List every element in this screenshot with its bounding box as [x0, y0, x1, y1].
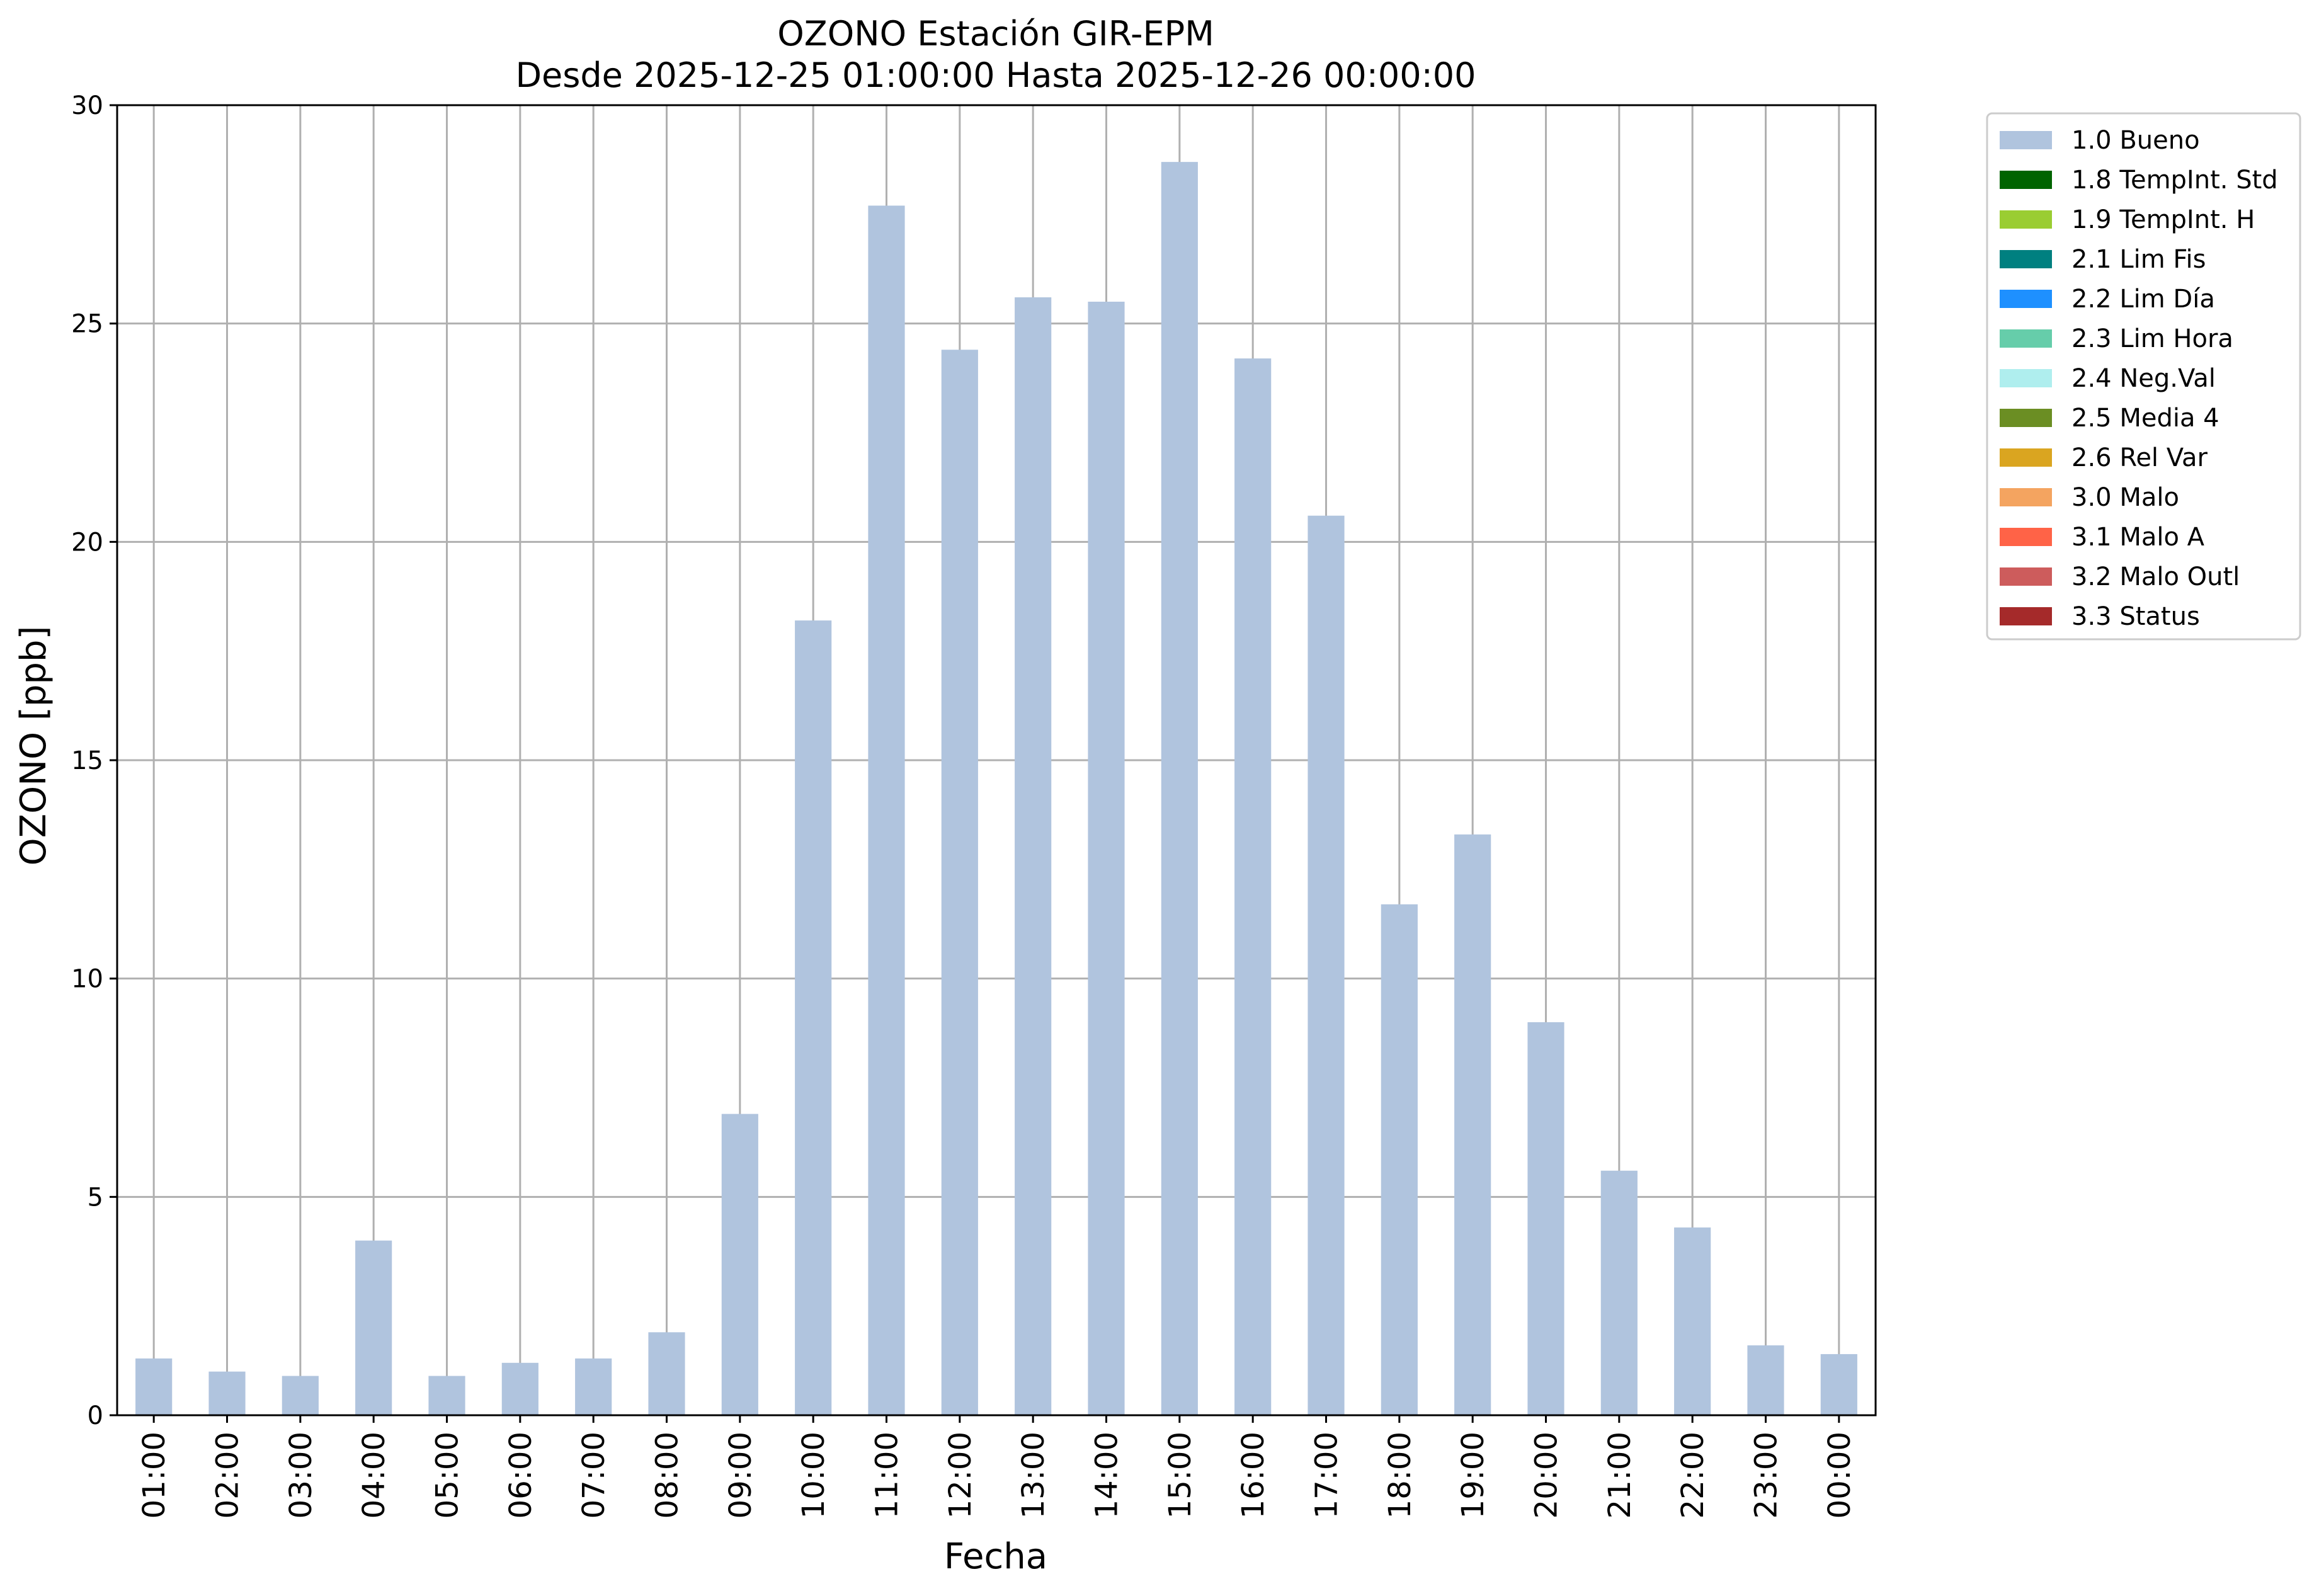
y-tick-label: 30 [71, 91, 103, 120]
x-tick-label: 03:00 [283, 1432, 319, 1519]
y-axis-label: OZONO [ppb] [13, 626, 54, 866]
legend-label: 2.5 Media 4 [2071, 404, 2219, 433]
bar-0600 [501, 1362, 538, 1415]
legend-label: 3.3 Status [2071, 602, 2200, 631]
bar-0500 [428, 1376, 465, 1415]
x-tick-label: 13:00 [1016, 1432, 1051, 1519]
x-tick-label: 06:00 [503, 1432, 538, 1519]
x-tick-label: 16:00 [1236, 1432, 1271, 1519]
bar-2000 [1527, 1022, 1564, 1415]
x-tick-label: 00:00 [1822, 1432, 1857, 1519]
y-tick-labels: 0 5 10 15 20 25 30 [71, 91, 103, 1430]
x-tick-label: 19:00 [1456, 1432, 1491, 1519]
bar-0100 [135, 1358, 173, 1415]
y-tick-label: 10 [71, 965, 103, 994]
bar-1400 [1088, 302, 1125, 1415]
x-tick-label: 20:00 [1529, 1432, 1564, 1519]
legend-label: 2.3 Lim Hora [2071, 324, 2233, 353]
legend-swatch [2000, 528, 2052, 546]
legend-swatch [2000, 567, 2052, 586]
x-tick-labels: 01:00 02:00 03:00 04:00 05:00 06:00 07:00 08:00… [137, 1432, 1857, 1519]
legend-label: 1.9 TempInt. H [2071, 205, 2255, 234]
legend-swatch [2000, 448, 2052, 467]
bar-0900 [721, 1114, 758, 1415]
legend-swatch [2000, 329, 2052, 348]
legend-swatch [2000, 290, 2052, 308]
axes [110, 104, 1877, 1423]
x-tick-label: 09:00 [723, 1432, 758, 1519]
bar-1900 [1454, 834, 1491, 1415]
bar-0300 [282, 1376, 319, 1415]
legend-swatch [2000, 131, 2052, 149]
bar-1700 [1308, 515, 1345, 1415]
plot-frame [116, 104, 1877, 1416]
y-tick-label: 5 [88, 1183, 103, 1212]
bar-0200 [208, 1371, 246, 1415]
x-tick-label: 15:00 [1163, 1432, 1198, 1519]
bar-1800 [1381, 904, 1418, 1415]
legend-label: 2.4 Neg.Val [2071, 364, 2216, 393]
bar-1500 [1161, 162, 1198, 1416]
x-tick-label: 12:00 [943, 1432, 978, 1519]
legend-frame [1986, 112, 2301, 641]
bar-0400 [355, 1240, 392, 1415]
legend-label: 2.1 Lim Fis [2071, 245, 2206, 274]
x-tick-label: 02:00 [210, 1432, 246, 1519]
legend-swatch [2000, 607, 2052, 625]
y-tick-label: 20 [71, 528, 103, 557]
bar-2100 [1600, 1170, 1638, 1415]
legend-label: 2.6 Rel Var [2071, 443, 2208, 472]
bar-1600 [1234, 358, 1272, 1416]
bar-2300 [1747, 1345, 1784, 1415]
legend-label: 1.8 TempInt. Std [2071, 166, 2278, 195]
legend-label: 3.0 Malo [2071, 483, 2179, 512]
x-tick-label: 21:00 [1602, 1432, 1638, 1519]
x-tick-label: 17:00 [1309, 1432, 1345, 1519]
legend-label: 3.1 Malo A [2071, 523, 2205, 552]
legend-label: 1.0 Bueno [2071, 126, 2200, 155]
legend-swatch [2000, 369, 2052, 387]
legend-swatch [2000, 210, 2052, 229]
legend-swatch [2000, 488, 2052, 506]
legend: 1.0 Bueno 1.8 TempInt. Std 1.9 TempInt. H 2… [1986, 112, 2301, 641]
x-tick-label: 07:00 [576, 1432, 612, 1519]
bar-0000 [1820, 1354, 1857, 1415]
bars [135, 162, 1857, 1416]
bar-1100 [868, 205, 905, 1415]
legend-label: 3.2 Malo Outl [2071, 562, 2240, 591]
legend-swatch [2000, 250, 2052, 268]
chart-subtitle: Desde 2025-12-25 01:00:00 Hasta 2025-12-… [515, 55, 1476, 95]
x-tick-label: 11:00 [870, 1432, 905, 1519]
bar-1000 [795, 620, 832, 1416]
bar-0800 [648, 1332, 685, 1415]
x-tick-label: 14:00 [1090, 1432, 1125, 1519]
x-tick-label: 08:00 [650, 1432, 685, 1519]
x-tick-label: 05:00 [430, 1432, 465, 1519]
x-tick-label: 04:00 [356, 1432, 392, 1519]
legend-swatch [2000, 409, 2052, 427]
x-tick-label: 18:00 [1382, 1432, 1418, 1519]
legend-label: 2.2 Lim Día [2071, 285, 2215, 314]
chart-title: OZONO Estación GIR-EPM [777, 14, 1214, 54]
bar-2200 [1674, 1227, 1711, 1415]
y-tick-label: 25 [71, 310, 103, 339]
bar-1200 [941, 350, 978, 1416]
x-axis-label: Fecha [944, 1536, 1047, 1577]
x-tick-label: 10:00 [796, 1432, 831, 1519]
bar-1300 [1015, 297, 1052, 1416]
bar-0700 [575, 1358, 612, 1415]
legend-swatch [2000, 171, 2052, 189]
y-tick-label: 0 [88, 1401, 103, 1430]
x-tick-label: 22:00 [1675, 1432, 1711, 1519]
y-tick-label: 15 [71, 746, 103, 775]
x-tick-label: 01:00 [137, 1432, 172, 1519]
x-tick-label: 23:00 [1749, 1432, 1784, 1519]
